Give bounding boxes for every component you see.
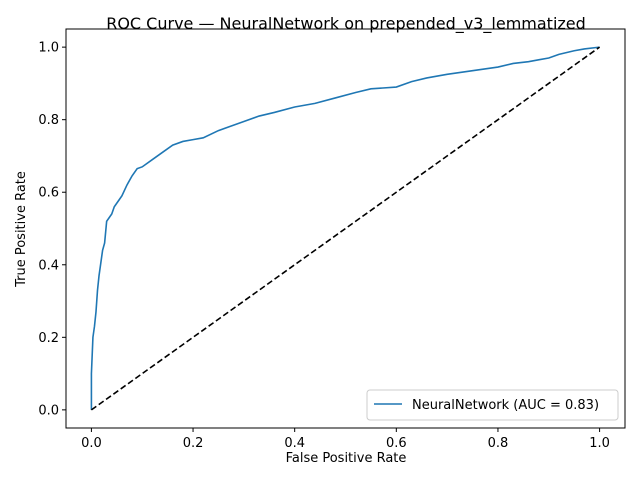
chance-diagonal-line <box>90 46 601 411</box>
y-axis-label: True Positive Rate <box>14 171 29 288</box>
x-tick-label: 0.2 <box>183 436 204 451</box>
legend-box <box>366 389 619 421</box>
y-tick-label: 0.2 <box>38 331 59 346</box>
y-axis: 0.0 0.2 0.4 0.6 0.8 1.0 <box>38 41 66 418</box>
plot-area <box>90 46 601 411</box>
x-axis: 0.0 0.2 0.4 0.6 0.8 1.0 <box>81 428 610 451</box>
y-tick-label: 1.0 <box>38 41 59 56</box>
roc-curve-line <box>90 46 600 410</box>
y-tick-label: 0.8 <box>38 113 59 128</box>
x-tick-label: 1.0 <box>589 436 610 451</box>
y-tick-label: 0.0 <box>38 403 59 418</box>
x-tick-label: 0.8 <box>488 436 509 451</box>
x-axis-label: False Positive Rate <box>286 451 407 466</box>
y-tick-label: 0.4 <box>38 258 59 273</box>
x-tick-label: 0.4 <box>284 436 305 451</box>
legend-label: NeuralNetwork (AUC = 0.83) <box>412 398 599 413</box>
y-tick-label: 0.6 <box>38 186 59 201</box>
legend: NeuralNetwork (AUC = 0.83) <box>366 389 619 421</box>
chart-title: ROC Curve — NeuralNetwork on prepended_v… <box>106 14 586 34</box>
x-tick-label: 0.0 <box>81 436 102 451</box>
plot-frame <box>65 28 626 429</box>
x-tick-label: 0.6 <box>386 436 407 451</box>
